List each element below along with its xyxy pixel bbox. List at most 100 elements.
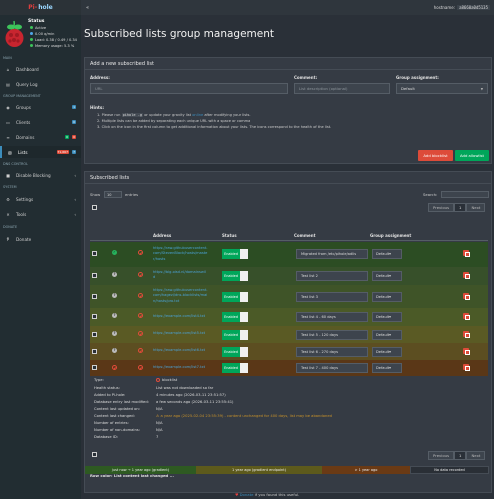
status-unknown-icon[interactable]: ? — [112, 293, 117, 298]
group-select[interactable]: Default ▾ — [372, 363, 402, 373]
nav-section-dns: DNS CONTROL — [3, 162, 28, 166]
comment-field[interactable]: Migrated from /etc/pihole/adlis — [296, 249, 368, 259]
enabled-toggle[interactable]: Enabled — [222, 347, 248, 357]
page-1-button[interactable]: 1 — [454, 451, 467, 460]
delete-icon[interactable] — [463, 348, 470, 355]
sidebar-item-lists[interactable]: ▧ Lists 71,667 7 — [0, 146, 81, 158]
delete-icon[interactable] — [463, 331, 470, 338]
page-1-button[interactable]: 1 — [454, 203, 467, 212]
sidebar-item-donate[interactable]: Ᵽ Donate — [0, 233, 81, 245]
delete-icon[interactable] — [463, 313, 470, 320]
row-checkbox[interactable] — [92, 349, 97, 354]
row-checkbox[interactable] — [92, 365, 97, 370]
row-checkbox[interactable] — [92, 332, 97, 337]
home-icon: ⌂ — [6, 66, 10, 72]
double-chevron-left-icon[interactable]: « — [86, 5, 90, 11]
sidebar-item-query-log[interactable]: ▤ Query Log — [0, 78, 81, 90]
group-select[interactable]: Default ▾ — [372, 330, 402, 340]
group-select[interactable]: Default ▾ — [372, 347, 402, 357]
comment-field[interactable]: Test list 2 — [296, 271, 368, 281]
comment-field[interactable]: Test list 3 — [296, 292, 368, 302]
select-all-checkbox[interactable] — [92, 205, 97, 210]
table-row: ✓ https://raw.githubusercontent. com/Stev… — [90, 242, 488, 267]
status-load: Load: 0.38 / 0.49 / 0.34 — [30, 38, 77, 42]
enabled-toggle[interactable]: Enabled — [222, 312, 248, 322]
group-select[interactable]: Default ▾ — [372, 292, 402, 302]
group-value: Default — [376, 350, 390, 354]
sidebar-item-dashboard[interactable]: ⌂ Dashboard — [0, 63, 81, 75]
comment-input[interactable]: List description (optional) — [294, 83, 390, 94]
enabled-toggle[interactable]: Enabled — [222, 271, 248, 281]
sidebar-item-settings[interactable]: ⚙ Settings ‹ — [0, 193, 81, 205]
hint-1-text-c: after modifying your lists. — [203, 113, 251, 117]
enabled-toggle[interactable]: Enabled — [222, 330, 248, 340]
detail-value-text: blocklist — [162, 378, 178, 382]
group-assignment-select[interactable]: Default ▼ — [396, 83, 488, 94]
delete-icon[interactable] — [463, 364, 470, 371]
enabled-toggle[interactable]: Enabled — [222, 292, 248, 302]
status-memory-text: Memory usage: 5.3 % — [35, 44, 75, 48]
enabled-toggle[interactable]: Enabled — [222, 249, 248, 259]
list-address-link[interactable]: https://raw.githubusercontent. com/hagezi… — [153, 288, 208, 304]
tools-icon: ✕ — [6, 211, 10, 217]
column-comment[interactable]: Comment — [294, 233, 316, 238]
comment-field[interactable]: Test list 5 - 120 days — [296, 330, 368, 340]
entries-per-page-select[interactable]: 10 — [104, 191, 122, 198]
column-group[interactable]: Group assignment — [370, 233, 411, 238]
group-select[interactable]: Default ▾ — [372, 249, 402, 259]
address-input[interactable]: URL — [90, 83, 288, 94]
footer: ♥ Donate if you found this useful. — [235, 492, 299, 497]
sidebar-item-domains[interactable]: ≡ Domains 0 0 — [0, 131, 81, 143]
hint-1-text-b: or update your gravity list — [143, 113, 193, 117]
list-address-link[interactable]: https://example.com/list5.txt — [153, 331, 205, 336]
row-checkbox[interactable] — [92, 294, 97, 299]
entries-label: entries — [125, 192, 139, 197]
list-address-link[interactable]: https://big.oisd.nl/domainswil d — [153, 270, 206, 281]
next-page-button[interactable]: Next — [466, 203, 486, 212]
sidebar-item-disable-blocking[interactable]: ■ Disable Blocking ‹ — [0, 169, 81, 181]
sidebar-item-groups[interactable]: ◉ Groups 1 — [0, 101, 81, 113]
sidebar-item-tools[interactable]: ✕ Tools ‹ — [0, 208, 81, 220]
status-unknown-icon[interactable]: ? — [112, 272, 117, 277]
warning-icon: ⚠ — [156, 414, 161, 418]
status-never-downloaded-icon[interactable] — [112, 365, 117, 370]
row-checkbox[interactable] — [92, 273, 97, 278]
comment-field[interactable]: Test list 6 - 270 days — [296, 347, 368, 357]
address-line: https://raw.githubusercontent. — [153, 246, 208, 250]
detail-label: Database entry last modified: — [94, 400, 149, 404]
detail-value: blocklist — [156, 378, 177, 382]
delete-icon[interactable] — [463, 272, 470, 279]
comment-field[interactable]: Test list 7 - 400 days — [296, 363, 368, 373]
list-address-link[interactable]: https://example.com/list4.txt — [153, 314, 205, 319]
delete-icon[interactable] — [463, 250, 470, 257]
previous-page-button[interactable]: Previous — [428, 451, 455, 460]
status-unknown-icon[interactable]: ? — [112, 313, 117, 318]
group-select[interactable]: Default ▾ — [372, 312, 402, 322]
add-allowlist-button[interactable]: Add allowlist — [455, 150, 489, 161]
group-select[interactable]: Default ▾ — [372, 271, 402, 281]
pihole-logo[interactable]: Pi-hole — [0, 0, 81, 15]
sidebar-item-clients[interactable]: ▭ Clients 0 — [0, 116, 81, 128]
footer-donate-link[interactable]: Donate — [239, 492, 254, 497]
row-checkbox[interactable] — [92, 314, 97, 319]
gravity-online-link[interactable]: online — [192, 113, 204, 117]
list-address-link[interactable]: https://example.com/list6.txt — [153, 348, 205, 353]
list-address-link[interactable]: https://example.com/list7.txt — [153, 365, 205, 370]
list-address-link[interactable]: https://raw.githubusercontent. com/Steven… — [153, 246, 208, 262]
column-address[interactable]: Address — [153, 233, 171, 238]
column-status[interactable]: Status — [222, 233, 237, 238]
status-unknown-icon[interactable]: ? — [112, 348, 117, 353]
status-ok-icon[interactable]: ✓ — [112, 250, 117, 255]
previous-page-button[interactable]: Previous — [428, 203, 455, 212]
row-checkbox[interactable] — [92, 251, 97, 256]
add-blocklist-button[interactable]: Add blocklist — [418, 150, 453, 161]
status-unknown-icon[interactable]: ? — [112, 331, 117, 336]
comment-field[interactable]: Test list 4 - 60 days — [296, 312, 368, 322]
next-page-button[interactable]: Next — [466, 451, 486, 460]
delete-icon[interactable] — [463, 293, 470, 300]
enabled-toggle[interactable]: Enabled — [222, 363, 248, 373]
address-line: https://raw.githubusercontent. — [153, 288, 208, 292]
block-type-icon — [138, 365, 143, 370]
search-input[interactable] — [441, 191, 489, 198]
select-all-checkbox-bottom[interactable] — [92, 452, 97, 457]
